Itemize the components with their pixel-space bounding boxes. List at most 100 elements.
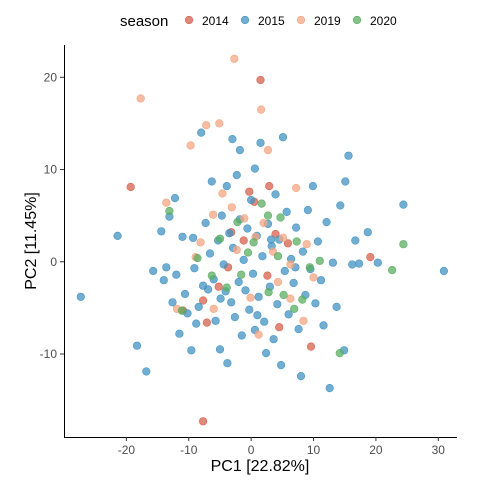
point-2015 (269, 335, 278, 344)
point-2015 (76, 292, 85, 301)
y-axis-title: PC2 [11.45%] (23, 192, 40, 290)
point-2015 (284, 310, 293, 319)
point-2020 (388, 266, 397, 275)
point-2015 (239, 255, 248, 265)
point-2019 (246, 293, 255, 302)
point-2015 (250, 164, 259, 173)
point-2014 (202, 318, 211, 327)
x-tick-label: 30 (432, 443, 446, 457)
point-2014 (214, 282, 223, 291)
point-2015 (189, 233, 198, 242)
point-2015 (258, 252, 267, 261)
point-2015 (267, 235, 276, 244)
point-2015 (142, 367, 151, 376)
point-2015 (247, 195, 256, 205)
point-2019 (202, 121, 211, 130)
point-2015 (289, 278, 298, 288)
point-2015 (439, 266, 449, 276)
point-2020 (276, 213, 285, 222)
point-2020 (264, 288, 273, 297)
point-2019 (209, 304, 218, 313)
legend-item-2020: 2020 (352, 14, 397, 28)
point-2020 (193, 254, 202, 263)
point-2015 (296, 372, 306, 381)
point-2015 (341, 177, 350, 186)
series-2020 (165, 199, 408, 358)
point-2014 (256, 75, 265, 85)
point-2015 (363, 228, 372, 237)
point-2015 (235, 146, 244, 155)
point-2015 (344, 151, 353, 160)
point-2020 (237, 270, 246, 279)
point-2015 (234, 277, 243, 287)
x-axis-title: PC1 [22.82%] (211, 458, 310, 475)
legend-swatch (352, 15, 362, 25)
point-2015 (245, 305, 254, 314)
point-2015 (113, 231, 122, 240)
point-2015 (222, 182, 231, 191)
point-2019 (162, 198, 171, 207)
point-2019 (273, 277, 283, 287)
point-2015 (277, 361, 286, 370)
point-2015 (168, 298, 177, 307)
point-2015 (373, 258, 382, 267)
point-2014 (306, 342, 316, 351)
x-tick-label: 20 (369, 443, 383, 457)
point-2019 (230, 54, 239, 63)
point-2019 (263, 146, 273, 155)
point-2015 (328, 258, 338, 267)
point-2019 (299, 316, 308, 325)
point-2019 (309, 273, 318, 282)
point-2015 (207, 177, 216, 186)
point-2015 (215, 345, 225, 354)
point-2015 (180, 289, 190, 299)
point-2014 (126, 182, 135, 192)
y-ticks: -10 0 10 20 (40, 70, 64, 361)
point-2020 (273, 252, 283, 261)
x-tick-label: -20 (118, 443, 136, 457)
point-2015 (216, 294, 225, 303)
x-ticks: -20 -10 0 10 20 30 (118, 437, 446, 457)
point-2019 (259, 218, 268, 228)
point-2015 (241, 286, 250, 295)
point-2015 (197, 128, 206, 137)
point-2015 (336, 201, 345, 210)
point-2019 (286, 294, 295, 303)
point-2015 (319, 321, 328, 330)
point-2015 (225, 229, 234, 238)
legend-label: 2020 (370, 14, 397, 28)
point-2019 (302, 240, 311, 249)
legend-title: season (120, 13, 168, 30)
point-2015 (201, 218, 210, 228)
point-2015 (132, 341, 142, 350)
point-2019 (136, 94, 145, 103)
point-2020 (177, 306, 186, 315)
point-2015 (348, 260, 357, 269)
point-2015 (190, 264, 199, 273)
point-2015 (322, 218, 331, 227)
point-2020 (290, 304, 299, 313)
point-2015 (178, 232, 187, 241)
point-2014 (283, 239, 293, 248)
point-2014 (263, 271, 272, 280)
point-2015 (311, 299, 320, 308)
point-2020 (298, 295, 307, 304)
point-2015 (211, 316, 220, 325)
point-2015 (237, 331, 246, 340)
legend-label: 2015 (258, 14, 285, 28)
point-2015 (313, 237, 323, 246)
point-2015 (351, 236, 360, 245)
point-2019 (196, 238, 205, 247)
legend-swatch (296, 15, 306, 25)
point-2015 (149, 266, 158, 276)
y-tick-label: 0 (50, 255, 57, 269)
point-2020 (305, 263, 314, 272)
point-2015 (254, 292, 263, 301)
legend-item-2014: 2014 (184, 14, 229, 28)
point-2015 (172, 270, 181, 279)
legend-item-2015: 2015 (240, 14, 285, 28)
legend: season 2014 2015 2019 2020 (120, 13, 397, 30)
point-2015 (194, 302, 203, 312)
point-2020 (165, 206, 174, 216)
point-2015 (170, 194, 180, 203)
